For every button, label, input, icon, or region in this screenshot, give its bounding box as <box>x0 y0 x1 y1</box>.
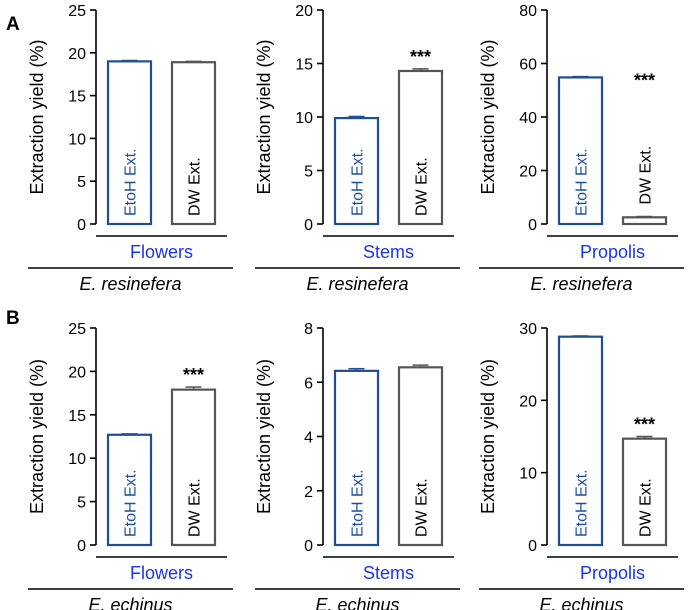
species-label: E. resinefera <box>79 274 181 294</box>
y-tick-label: 30 <box>519 321 537 338</box>
y-tick-label: 15 <box>295 57 313 74</box>
chart-a-stems: 0 5 10 15 20 Extraction yield (%) EtoH Ext. DW … <box>254 3 460 294</box>
y-tick-label: 15 <box>68 408 86 425</box>
y-axis-title: Extraction yield (%) <box>254 39 274 194</box>
y-tick-label: 0 <box>77 538 86 555</box>
y-axis-title: Extraction yield (%) <box>478 39 498 194</box>
bar-label-dw: DW Ext. <box>187 157 204 216</box>
y-tick-label: 0 <box>528 538 537 555</box>
bar-label-etoh: EtoH Ext. <box>350 469 367 537</box>
y-tick-label: 25 <box>68 321 86 338</box>
y-tick-label: 40 <box>519 110 537 127</box>
bar-label-dw: DW Ext. <box>638 146 655 205</box>
y-tick-label: 0 <box>528 217 537 234</box>
species-label: E. echinus <box>88 595 172 610</box>
bar-label-dw: DW Ext. <box>638 478 655 537</box>
y-tick-label: 10 <box>519 466 537 483</box>
y-tick-label: 5 <box>77 495 86 512</box>
y-tick-label: 8 <box>304 321 313 338</box>
y-tick-label: 60 <box>519 57 537 74</box>
y-tick-label: 20 <box>295 3 313 20</box>
y-tick-label: 5 <box>304 164 313 181</box>
group-label: Propolis <box>580 563 645 583</box>
chart-a-propolis: 0 20 40 60 80 Extraction yield (%) EtoH Ext. DW… <box>478 3 684 294</box>
bar-etoh <box>106 433 153 547</box>
y-tick-label: 4 <box>304 430 313 447</box>
y-tick-label: 6 <box>304 375 313 392</box>
bar-label-etoh: EtoH Ext. <box>574 148 591 216</box>
significance-marker: *** <box>410 47 431 67</box>
bar-label-etoh: EtoH Ext. <box>350 148 367 216</box>
bar-label-etoh: EtoH Ext. <box>123 469 140 537</box>
chart-b-flowers: 0 5 10 15 20 25 Extraction yield (%) EtoH Ext. D… <box>27 321 233 610</box>
group-label: Flowers <box>130 242 193 262</box>
bar-etoh <box>106 60 153 226</box>
y-axis-title: Extraction yield (%) <box>27 359 47 514</box>
y-tick-label: 0 <box>304 217 313 234</box>
species-label: E. resinefera <box>306 274 408 294</box>
y-tick-label: 20 <box>519 164 537 181</box>
bar-etoh <box>333 116 380 226</box>
y-tick-label: 80 <box>519 3 537 20</box>
y-tick-label: 25 <box>68 3 86 20</box>
significance-marker: *** <box>634 71 655 91</box>
y-tick-label: 20 <box>68 364 86 381</box>
bar-dw <box>170 388 217 547</box>
bar-dw <box>621 437 668 547</box>
significance-marker: *** <box>183 365 204 385</box>
species-label: E. echinus <box>315 595 399 610</box>
bar-etoh <box>557 335 604 547</box>
y-axis-title: Extraction yield (%) <box>27 39 47 194</box>
bar-label-etoh: EtoH Ext. <box>123 148 140 216</box>
species-label: E. resinefera <box>530 274 632 294</box>
y-tick-label: 10 <box>295 110 313 127</box>
y-axis-title: Extraction yield (%) <box>478 359 498 514</box>
y-tick-label: 0 <box>304 538 313 555</box>
panel-letter-a: A <box>6 14 20 35</box>
bar-label-dw: DW Ext. <box>414 157 431 216</box>
group-label: Stems <box>363 242 414 262</box>
y-tick-label: 5 <box>77 174 86 191</box>
y-tick-label: 2 <box>304 484 313 501</box>
species-label: E. echinus <box>539 595 623 610</box>
chart-b-stems: 0 2 4 6 8 Extraction yield (%) EtoH Ext. DW Ext… <box>254 321 460 610</box>
panel-letter-b: B <box>6 308 20 329</box>
y-tick-label: 20 <box>68 46 86 63</box>
significance-marker: *** <box>634 415 655 435</box>
bar-label-dw: DW Ext. <box>187 478 204 537</box>
y-tick-label: 15 <box>68 89 86 106</box>
y-tick-label: 0 <box>77 217 86 234</box>
bar-dw <box>170 61 217 226</box>
bar-label-dw: DW Ext. <box>414 478 431 537</box>
group-label: Propolis <box>580 242 645 262</box>
bar-dw <box>621 216 668 226</box>
bar-dw <box>397 366 444 547</box>
y-axis-title: Extraction yield (%) <box>254 359 274 514</box>
y-tick-label: 20 <box>519 393 537 410</box>
bar-label-etoh: EtoH Ext. <box>574 469 591 537</box>
chart-a-flowers: 0 5 10 15 20 25 Extraction yield (%) EtoH Ext. D… <box>27 3 233 294</box>
y-tick-label: 10 <box>68 131 86 148</box>
bar-etoh <box>333 369 380 547</box>
group-label: Flowers <box>130 563 193 583</box>
y-tick-label: 10 <box>68 451 86 468</box>
chart-b-propolis: 0 10 20 30 Extraction yield (%) EtoH Ext. DW E… <box>478 321 684 610</box>
group-label: Stems <box>363 563 414 583</box>
